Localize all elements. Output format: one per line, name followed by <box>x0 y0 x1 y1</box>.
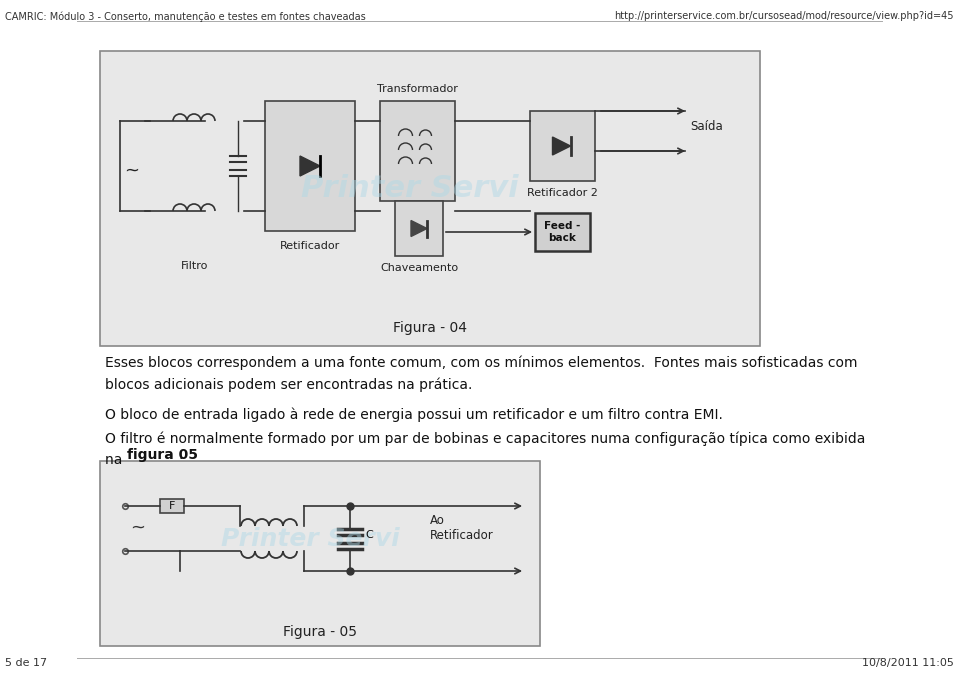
Bar <box>265 101 355 231</box>
Text: figura 05: figura 05 <box>127 448 198 462</box>
Bar <box>530 111 595 181</box>
Text: Saída: Saída <box>690 120 723 132</box>
Text: 5 de 17: 5 de 17 <box>5 658 47 668</box>
Text: .: . <box>179 448 183 462</box>
Text: ~: ~ <box>130 519 146 537</box>
Text: Retificador: Retificador <box>280 241 340 251</box>
Text: Transformador: Transformador <box>377 84 458 94</box>
FancyBboxPatch shape <box>100 51 760 346</box>
Text: Feed -
back: Feed - back <box>545 221 581 243</box>
Bar <box>160 499 184 513</box>
Text: http://printerservice.com.br/cursosead/mod/resource/view.php?id=45: http://printerservice.com.br/cursosead/m… <box>615 11 954 21</box>
Polygon shape <box>552 137 571 155</box>
Text: CAMRIC: Módulo 3 - Conserto, manutenção e testes em fontes chaveadas: CAMRIC: Módulo 3 - Conserto, manutenção … <box>5 11 365 22</box>
Bar <box>535 213 590 251</box>
Bar <box>380 101 455 201</box>
Text: O bloco de entrada ligado à rede de energia possui um retificador e um filtro co: O bloco de entrada ligado à rede de ener… <box>105 408 723 422</box>
Text: Printer Servi: Printer Servi <box>301 174 519 203</box>
Polygon shape <box>300 156 320 176</box>
Text: O filtro é normalmente formado por um par de bobinas e capacitores numa configur: O filtro é normalmente formado por um pa… <box>105 432 865 467</box>
Text: Filtro: Filtro <box>181 261 209 271</box>
Text: Printer Servi: Printer Servi <box>221 527 399 550</box>
Bar <box>395 201 443 256</box>
Text: Ao
Retificador: Ao Retificador <box>430 514 494 542</box>
FancyBboxPatch shape <box>100 461 540 646</box>
Text: Chaveamento: Chaveamento <box>380 263 458 273</box>
Text: C: C <box>365 531 373 541</box>
Text: 10/8/2011 11:05: 10/8/2011 11:05 <box>862 658 954 668</box>
Text: Figura - 05: Figura - 05 <box>283 625 357 639</box>
Text: ~: ~ <box>125 162 139 180</box>
Text: Figura - 04: Figura - 04 <box>393 321 467 335</box>
Text: Retificador 2: Retificador 2 <box>527 188 598 198</box>
Text: Esses blocos correspondem a uma fonte comum, com os mínimos elementos.  Fontes m: Esses blocos correspondem a uma fonte co… <box>105 356 857 392</box>
Text: F: F <box>169 501 175 511</box>
Polygon shape <box>411 220 427 237</box>
